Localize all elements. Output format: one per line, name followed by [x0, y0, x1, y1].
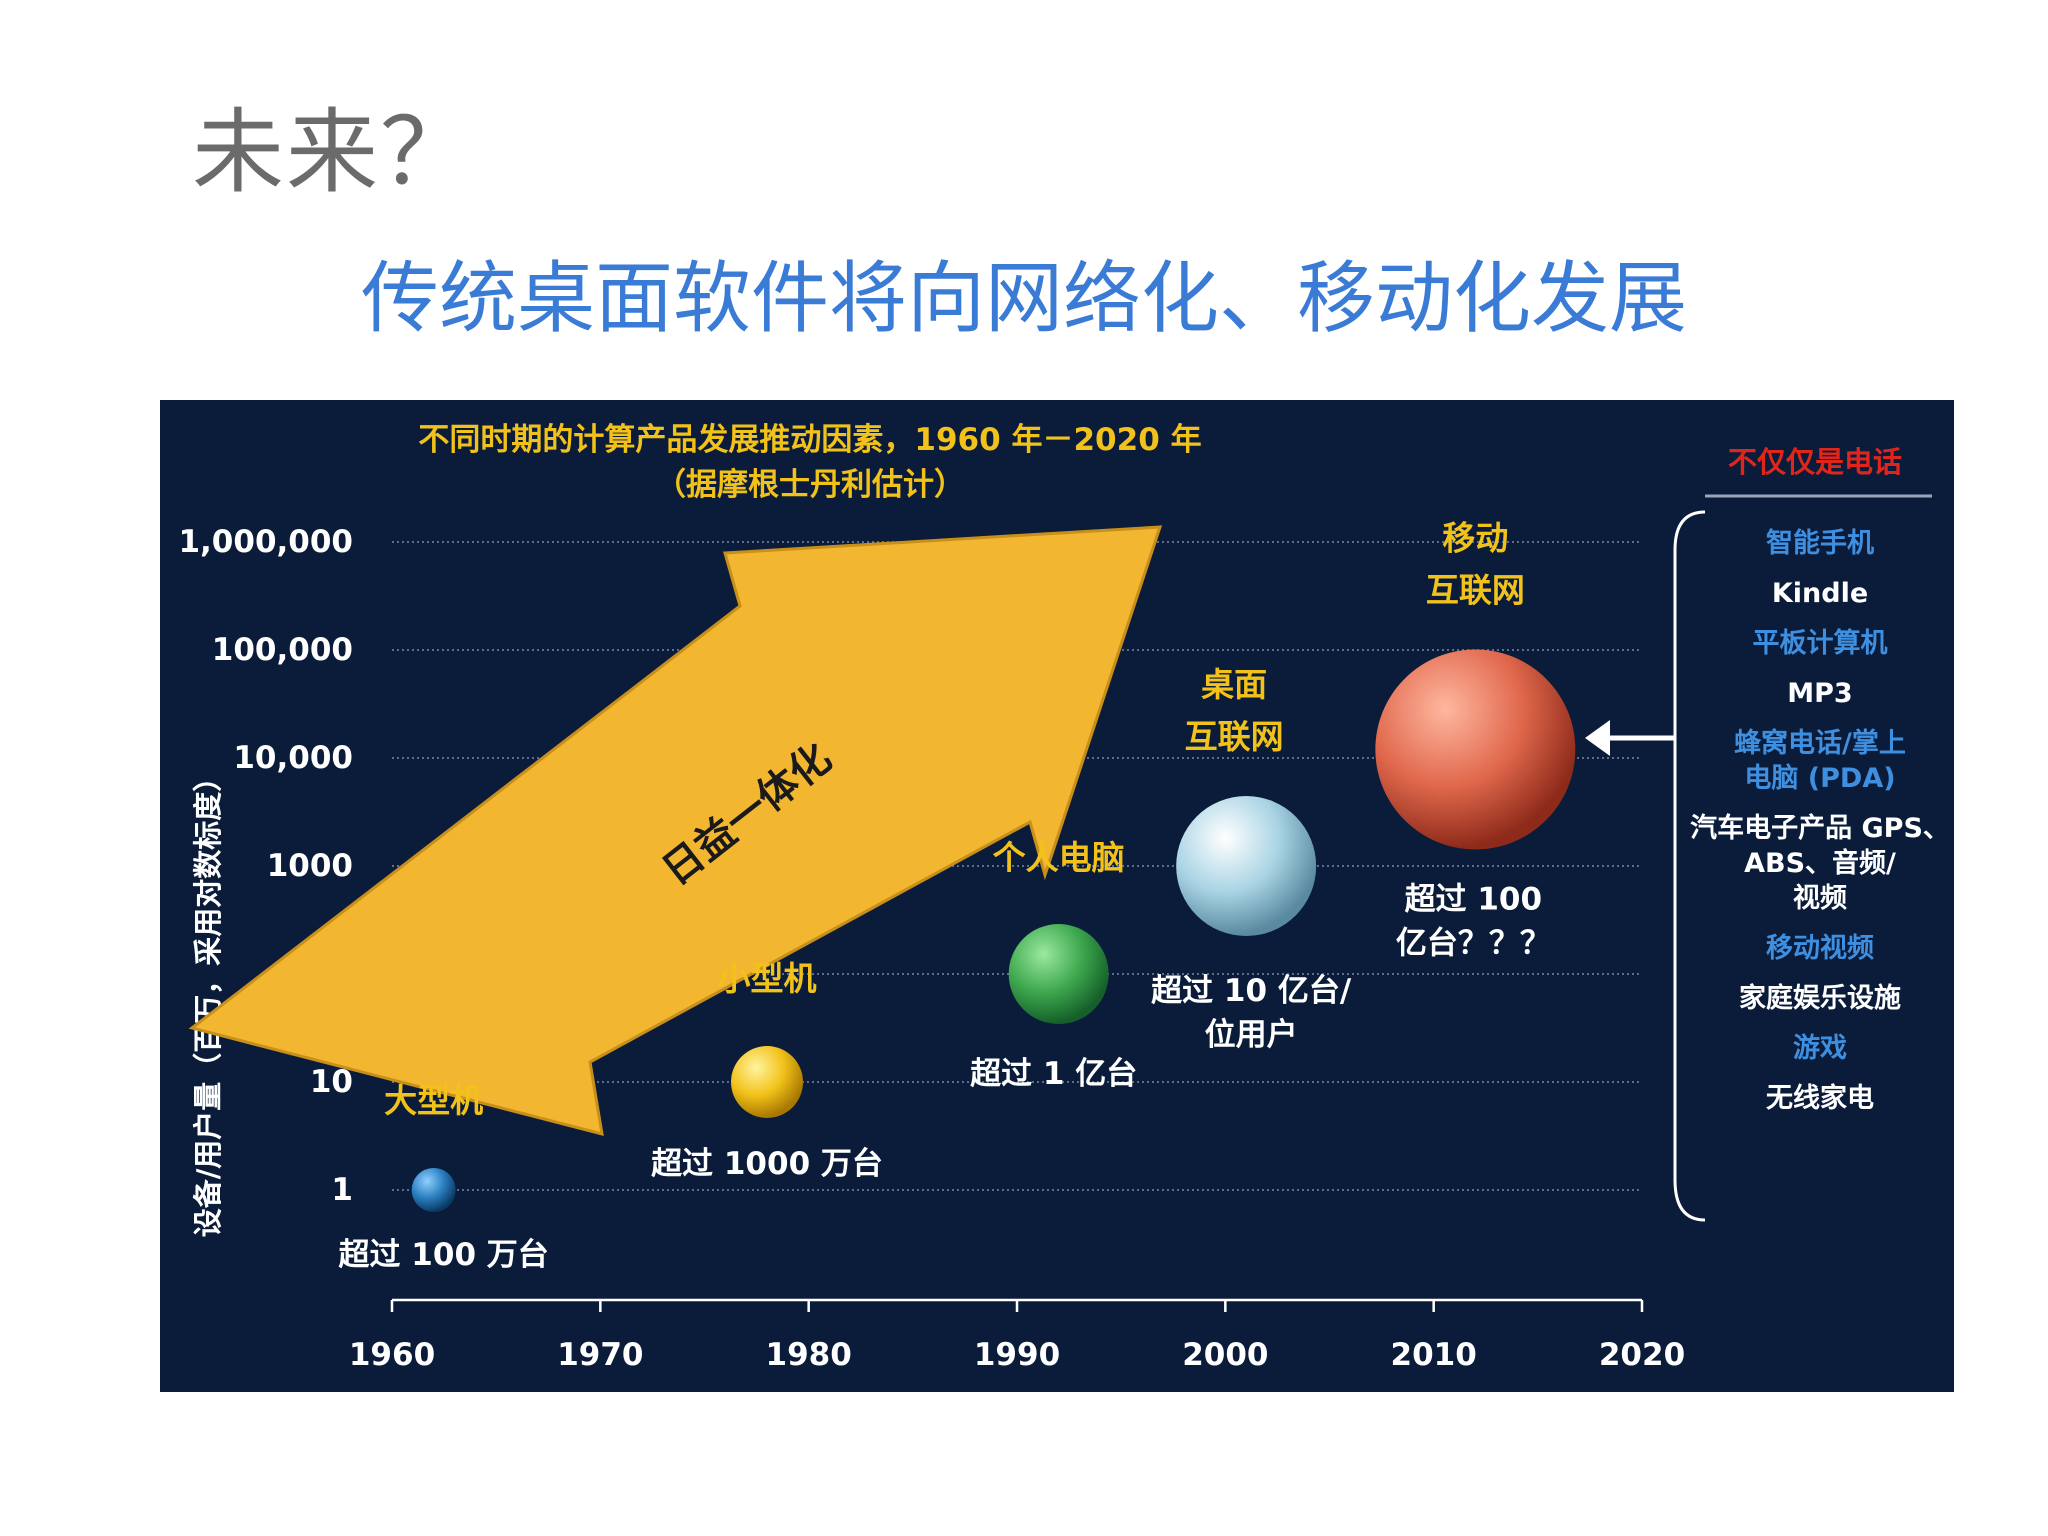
side-panel-item: MP3 [1787, 678, 1852, 709]
side-panel-item: 游戏 [1793, 1033, 1847, 1064]
data-point-name: 移动 [1442, 518, 1508, 557]
data-point-name: 互联网 [1426, 570, 1525, 609]
x-tick-label: 1960 [349, 1337, 435, 1373]
data-point-note: 亿台？？？ [1396, 925, 1551, 961]
side-panel-item: 电脑 (PDA) [1744, 763, 1895, 794]
data-point-bubble [731, 1046, 803, 1118]
data-point-bubble [1008, 924, 1109, 1024]
chart-subtitle: （据摩根士丹利估计） [655, 467, 965, 503]
data-point-note: 超过 1000 万台 [651, 1146, 883, 1182]
side-panel-item: 汽车电子产品 GPS、 [1690, 812, 1950, 844]
chart-title: 不同时期的计算产品发展推动因素，1960 年－2020 年 [418, 422, 1201, 458]
side-panel-item: 家庭娱乐设施 [1739, 982, 1901, 1014]
y-tick-label: 10,000 [233, 740, 353, 776]
data-point-name: 小型机 [718, 959, 817, 998]
side-panel-item: 平板计算机 [1753, 627, 1888, 659]
data-point-note: 超过 100 万台 [339, 1237, 549, 1273]
y-tick-label: 1,000,000 [178, 524, 353, 560]
data-point-note: 超过 100 [1405, 881, 1543, 917]
data-point-note: 超过 10 亿台/ [1151, 973, 1352, 1009]
y-axis-label: 设备/用户量（百万，采用对数标度） [191, 763, 225, 1238]
data-point-bubble [1375, 649, 1576, 850]
side-panel-item: 蜂窝电话/掌上 [1734, 727, 1906, 759]
data-point-name: 互联网 [1185, 717, 1284, 756]
data-point-note: 位用户 [1205, 1017, 1298, 1053]
y-tick-label: 10 [310, 1064, 353, 1100]
side-panel-item: 智能手机 [1766, 527, 1874, 559]
data-point-bubble [1176, 796, 1317, 936]
chart-panel: 110100100010,000100,0001,000,00019601970… [160, 400, 1954, 1392]
side-panel-heading: 不仅仅是电话 [1728, 445, 1902, 479]
integration-arrow-shape [188, 525, 1163, 1137]
x-tick-label: 2020 [1599, 1337, 1685, 1373]
slide-title: 未来？ [192, 99, 475, 206]
x-tick-label: 2010 [1391, 1337, 1477, 1373]
x-tick-label: 1990 [974, 1337, 1060, 1373]
x-tick-label: 1970 [557, 1337, 643, 1373]
side-panel-item: ABS、音频/ [1744, 847, 1896, 879]
data-point-bubble [411, 1168, 456, 1212]
x-tick-label: 1980 [766, 1337, 852, 1373]
side-panel-item: 视频 [1793, 883, 1847, 914]
chart-svg: 110100100010,000100,0001,000,00019601970… [178, 422, 1950, 1373]
data-point-name: 个人电脑 [993, 838, 1125, 877]
integration-arrow: 日益一体化 [188, 525, 1163, 1137]
side-panel-item: 移动视频 [1766, 933, 1874, 964]
side-panel-item: 无线家电 [1766, 1082, 1874, 1114]
data-point-note: 超过 1 亿台 [970, 1056, 1137, 1092]
side-panel-arrowhead [1585, 720, 1610, 756]
side-panel-item: Kindle [1772, 578, 1868, 609]
data-point-name: 大型机 [384, 1081, 483, 1120]
y-tick-label: 100,000 [212, 632, 353, 668]
data-point-name: 桌面 [1201, 665, 1267, 704]
slide-subtitle: 传统桌面软件将向网络化、移动化发展 [360, 254, 1687, 344]
x-tick-label: 2000 [1182, 1337, 1268, 1373]
y-tick-label: 1 [331, 1172, 353, 1208]
side-panel-brace [1673, 510, 1706, 1222]
y-tick-label: 1000 [267, 848, 353, 884]
